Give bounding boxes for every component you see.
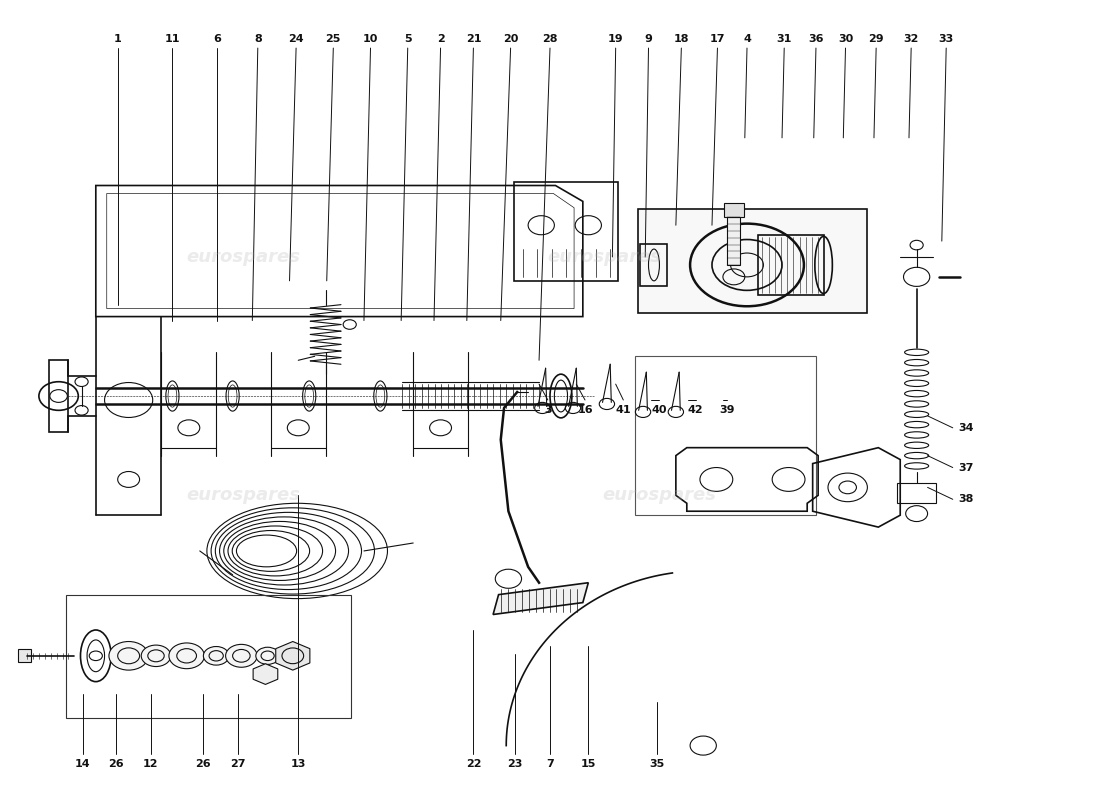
Text: 7: 7 [546, 759, 554, 769]
Text: 5: 5 [404, 34, 411, 43]
Circle shape [141, 645, 170, 666]
Circle shape [169, 643, 205, 669]
Text: 28: 28 [542, 34, 558, 43]
Bar [66, 594, 351, 718]
Text: 21: 21 [465, 34, 481, 43]
Text: 8: 8 [254, 34, 262, 43]
Text: 3: 3 [544, 405, 551, 414]
Text: 37: 37 [958, 462, 974, 473]
Text: 40: 40 [651, 405, 668, 414]
Text: 42: 42 [688, 405, 703, 414]
Circle shape [256, 647, 279, 664]
Text: 35: 35 [650, 759, 664, 769]
Bar [727, 218, 740, 265]
Text: 20: 20 [503, 34, 518, 43]
Bar [638, 210, 868, 313]
Text: 36: 36 [808, 34, 824, 43]
Circle shape [204, 646, 229, 665]
Text: 27: 27 [230, 759, 245, 769]
Text: eurospares: eurospares [187, 248, 300, 266]
Text: 11: 11 [165, 34, 180, 43]
Polygon shape [276, 642, 310, 670]
Text: eurospares: eurospares [603, 486, 716, 504]
Text: 34: 34 [958, 423, 974, 433]
Text: 2: 2 [437, 34, 444, 43]
Circle shape [226, 644, 257, 667]
Bar [18, 650, 31, 662]
Text: eurospares: eurospares [187, 486, 300, 504]
Text: 9: 9 [645, 34, 652, 43]
Text: 15: 15 [581, 759, 596, 769]
Text: 18: 18 [673, 34, 689, 43]
Text: 25: 25 [326, 34, 341, 43]
Bar [636, 356, 816, 515]
Text: 32: 32 [903, 34, 918, 43]
Text: 1: 1 [113, 34, 122, 43]
Text: 4: 4 [744, 34, 751, 43]
Bar [896, 483, 936, 503]
Bar [640, 244, 667, 286]
Text: 39: 39 [719, 405, 735, 414]
Text: 10: 10 [363, 34, 378, 43]
Text: 6: 6 [213, 34, 221, 43]
Text: 12: 12 [143, 759, 158, 769]
Text: 30: 30 [838, 34, 854, 43]
Text: 38: 38 [958, 494, 974, 504]
Text: eurospares: eurospares [548, 248, 662, 266]
Text: 26: 26 [195, 759, 211, 769]
Text: 31: 31 [777, 34, 792, 43]
Text: 33: 33 [938, 34, 954, 43]
Text: 24: 24 [288, 34, 304, 43]
Text: 19: 19 [608, 34, 624, 43]
Text: 41: 41 [616, 405, 631, 414]
Bar [758, 234, 824, 295]
Polygon shape [493, 582, 588, 614]
Text: 26: 26 [108, 759, 123, 769]
Bar [514, 182, 618, 281]
Circle shape [109, 642, 148, 670]
Bar [48, 360, 68, 432]
Text: 29: 29 [868, 34, 884, 43]
Polygon shape [253, 664, 278, 685]
Text: 17: 17 [710, 34, 725, 43]
Bar [724, 203, 744, 218]
Text: 22: 22 [465, 759, 481, 769]
Text: 13: 13 [290, 759, 306, 769]
Text: 23: 23 [507, 759, 522, 769]
Text: 14: 14 [75, 759, 90, 769]
Text: 16: 16 [578, 405, 593, 414]
